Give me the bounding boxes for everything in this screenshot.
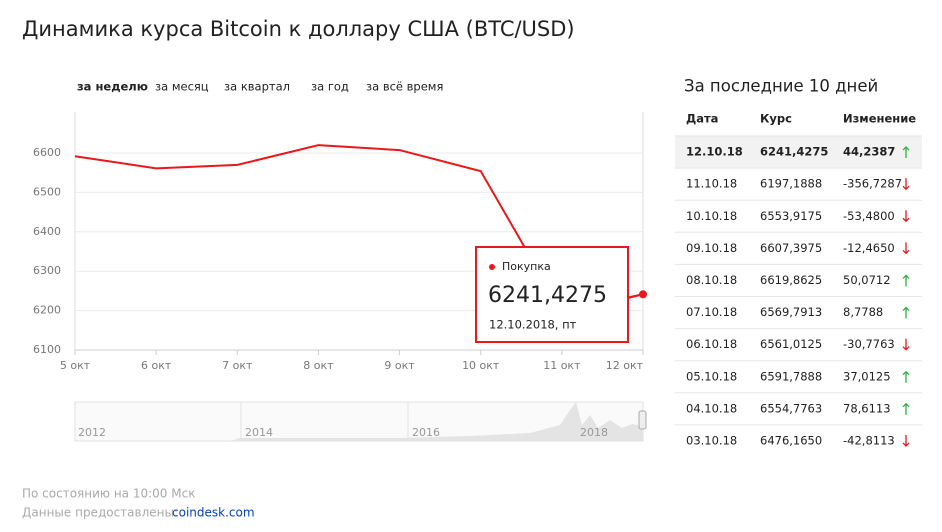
cell-rate: 6607,3975 <box>760 241 822 255</box>
navigator-label: 2016 <box>412 426 440 439</box>
tooltip <box>475 246 629 343</box>
cell-date: 03.10.18 <box>686 433 737 447</box>
y-tick-label: 6200 <box>33 304 61 317</box>
trend-arrow <box>902 338 910 351</box>
x-tick-label: 9 окт <box>384 359 415 372</box>
tab[interactable]: за квартал <box>224 80 290 94</box>
cell-rate: 6591,7888 <box>760 369 822 383</box>
source-label: Данные предоставлены: <box>22 506 178 520</box>
page-title: Динамика курса Bitcoin к доллару США (BT… <box>22 17 575 41</box>
y-tick-label: 6300 <box>33 264 61 277</box>
y-tick-label: 6500 <box>33 185 61 198</box>
cell-change: -30,7763 <box>843 337 895 351</box>
cell-change: 37,0125 <box>843 369 891 383</box>
cell-rate: 6476,1650 <box>760 433 822 447</box>
trend-arrow <box>902 178 910 191</box>
cell-change: 78,6113 <box>843 401 891 415</box>
cell-date: 11.10.18 <box>686 177 737 191</box>
y-tick-label: 6400 <box>33 225 61 238</box>
x-tick-label: 5 окт <box>60 359 91 372</box>
tooltip-label: Покупка <box>502 260 551 273</box>
cell-change: -53,4800 <box>843 209 895 223</box>
x-tick-label: 12 окт <box>606 359 644 372</box>
trend-arrow <box>902 210 910 223</box>
table-title: За последние 10 дней <box>684 77 878 96</box>
cell-change: -12,4650 <box>843 241 895 255</box>
column-header: Курс <box>760 112 792 126</box>
x-tick-label: 8 окт <box>303 359 334 372</box>
x-tick-label: 10 окт <box>462 359 500 372</box>
tooltip-value: 6241,4275 <box>488 283 607 308</box>
cell-date: 12.10.18 <box>686 145 743 159</box>
x-tick-label: 11 окт <box>543 359 581 372</box>
cell-date: 04.10.18 <box>686 401 737 415</box>
cell-date: 05.10.18 <box>686 369 737 383</box>
cell-rate: 6569,7913 <box>760 305 822 319</box>
cell-change: -42,8113 <box>843 433 895 447</box>
trend-arrow <box>902 402 910 415</box>
navigator-label: 2012 <box>78 426 106 439</box>
column-header: Дата <box>686 112 718 126</box>
cell-date: 10.10.18 <box>686 209 737 223</box>
x-tick-label: 6 окт <box>141 359 172 372</box>
column-header: Изменение <box>843 112 916 126</box>
cell-rate: 6197,1888 <box>760 177 822 191</box>
trend-arrow <box>902 306 910 319</box>
trend-arrow <box>902 242 910 255</box>
tab[interactable]: за месяц <box>155 80 209 94</box>
last-point <box>639 290 647 299</box>
tab[interactable]: за год <box>311 80 349 94</box>
cell-rate: 6554,7763 <box>760 401 822 415</box>
cell-change: 44,2387 <box>843 145 895 159</box>
tooltip-dot <box>489 264 495 270</box>
trend-arrow <box>902 434 910 447</box>
cell-rate: 6561,0125 <box>760 337 822 351</box>
cell-date: 08.10.18 <box>686 273 737 287</box>
navigator-area <box>75 402 643 441</box>
trend-arrow <box>902 274 910 287</box>
cell-change: 50,0712 <box>843 273 891 287</box>
row-highlight <box>675 136 922 169</box>
x-tick-label: 7 окт <box>222 359 253 372</box>
navigator-handle[interactable] <box>638 410 647 430</box>
cell-date: 06.10.18 <box>686 337 737 351</box>
cell-date: 07.10.18 <box>686 305 737 319</box>
tooltip-date: 12.10.2018, пт <box>489 318 577 332</box>
cell-date: 09.10.18 <box>686 241 737 255</box>
navigator-label: 2018 <box>580 426 608 439</box>
source-link[interactable]: coindesk.com <box>172 506 255 520</box>
trend-arrow <box>902 370 910 383</box>
navigator-label: 2014 <box>245 426 273 439</box>
y-tick-label: 6600 <box>33 146 61 159</box>
cell-change: -356,7287 <box>843 177 902 191</box>
status: По состоянию на 10:00 Мск <box>22 487 195 501</box>
tab[interactable]: за всё время <box>366 80 443 94</box>
cell-rate: 6619,8625 <box>760 273 822 287</box>
tab[interactable]: за неделю <box>77 80 148 94</box>
y-tick-label: 6100 <box>33 343 61 356</box>
cell-change: 8,7788 <box>843 305 883 319</box>
trend-arrow <box>902 146 910 159</box>
cell-rate: 6553,9175 <box>760 209 822 223</box>
cell-rate: 6241,4275 <box>760 145 828 159</box>
